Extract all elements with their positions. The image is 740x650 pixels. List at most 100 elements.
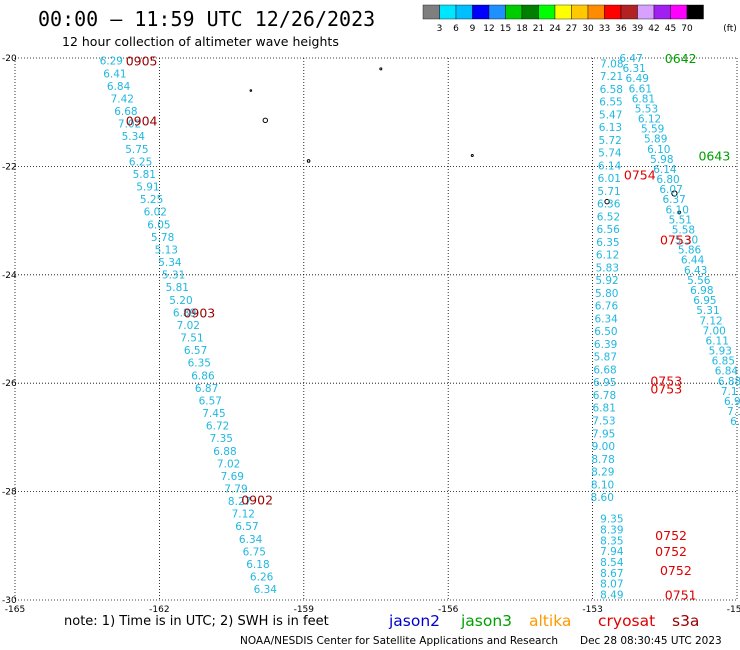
wave-height-value: 6.84 xyxy=(107,81,131,93)
wave-height-value: 6.36 xyxy=(597,199,621,211)
wave-height-value: 6.14 xyxy=(653,164,677,176)
wave-height-tracks: 6.296.416.847.426.687.025.345.756.255.81… xyxy=(100,53,740,602)
wave-height-value: 5.98 xyxy=(650,154,673,166)
wave-height-value: 6.81 xyxy=(593,403,616,415)
color-swatch xyxy=(587,4,605,20)
pass-time-label: 0904 xyxy=(126,113,158,128)
wave-height-value: 6.47 xyxy=(619,53,642,65)
wave-height-value: 7.17 xyxy=(727,406,740,418)
wave-height-value: 6.78 xyxy=(593,390,616,402)
wave-height-value: 8.10 xyxy=(591,479,614,491)
wave-height-value: 6.88 xyxy=(213,446,236,458)
wave-height-value: 6.18 xyxy=(246,559,269,571)
wave-height-value: 7.08 xyxy=(600,58,623,70)
pass-time-label: 0753 xyxy=(660,233,692,248)
wave-height-value: 5.89 xyxy=(644,134,667,146)
color-scale-label: 30 xyxy=(582,24,594,34)
wave-height-value: 6.81 xyxy=(632,93,655,105)
wave-height-value: 7.51 xyxy=(180,333,203,345)
wave-height-value: 5.83 xyxy=(596,262,619,274)
island-outline xyxy=(379,67,383,71)
pass-time-labels: 0905090409030902064206430644075407530753… xyxy=(126,51,731,603)
wave-height-value: 6.76 xyxy=(595,301,619,313)
wave-height-value: 8.54 xyxy=(600,557,624,569)
satellite-legend-cryosat: cryosat xyxy=(598,612,655,630)
wave-height-value: 6.95 xyxy=(593,377,616,389)
latitude-tick-label: -30 xyxy=(2,596,17,606)
pass-time-label: 0642 xyxy=(665,51,697,66)
wave-height-value: 6.68 xyxy=(593,364,616,376)
credit-line: NOAA/NESDIS Center for Satellite Applica… xyxy=(240,635,558,647)
wave-height-value: 6.11 xyxy=(706,335,729,347)
longitude-tick-label: -153 xyxy=(582,605,602,615)
wave-height-value: 6.98 xyxy=(690,285,713,297)
map-title: 00:00 – 11:59 UTC 12/26/2023 xyxy=(38,7,375,31)
wave-height-value: 6.61 xyxy=(629,83,652,95)
wave-height-value: 6.80 xyxy=(656,174,679,186)
wave-height-value: 8.39 xyxy=(600,525,623,537)
wave-height-value: 7.12 xyxy=(699,315,722,327)
color-scale-legend: 3 6 9 12 15 18 21 24 27 30 33 36 39 42 45 70 (ft) xyxy=(422,4,737,34)
wave-height-value: 6.41 xyxy=(103,68,126,80)
wave-height-value: 6.89 xyxy=(173,307,196,319)
wave-height-value: 6.12 xyxy=(596,250,619,262)
wave-height-value: 8.27 xyxy=(228,496,251,508)
wave-height-value: 5.51 xyxy=(669,214,692,226)
color-scale-label: 42 xyxy=(648,24,659,34)
longitude-tick-label: -162 xyxy=(149,605,169,615)
color-scale-label: 39 xyxy=(632,24,644,34)
wave-height-value: 5.81 xyxy=(133,169,156,181)
wave-height-value: 6.86 xyxy=(191,370,215,382)
wave-height-value: 5.34 xyxy=(158,257,182,269)
wave-height-value: 6.95 xyxy=(693,295,716,307)
wave-height-value: 6.10 xyxy=(666,204,689,216)
wave-height-value: 5.58 xyxy=(672,224,695,236)
wave-height-value: 6.57 xyxy=(184,345,207,357)
wave-height-value: 6.43 xyxy=(684,265,707,277)
color-swatch xyxy=(637,4,655,20)
wave-height-value: 5.74 xyxy=(598,148,622,160)
wave-height-value: 6.44 xyxy=(681,255,705,267)
wave-height-value: 5.31 xyxy=(162,270,185,282)
color-scale-label: 6 xyxy=(453,24,459,34)
wave-height-value: 6.85 xyxy=(712,356,735,368)
color-scale-label: 15 xyxy=(500,24,511,34)
color-scale-unit: (ft) xyxy=(723,24,737,34)
pass-time-label: 0752 xyxy=(655,528,687,543)
color-swatch xyxy=(620,4,638,20)
wave-height-value: 6.02 xyxy=(144,207,167,219)
color-swatch xyxy=(554,4,572,20)
wave-height-value: 8.35 xyxy=(600,535,623,547)
wave-height-value: 7.95 xyxy=(592,428,615,440)
wave-height-value: 7.53 xyxy=(592,416,615,428)
wave-height-value: 6.91 xyxy=(724,396,740,408)
color-scale-label: 18 xyxy=(516,24,528,34)
color-scale-label: 24 xyxy=(549,24,561,34)
satellite-legend: jason2 jason3 altika cryosat s3a xyxy=(388,612,699,630)
pass-time-label: 0643 xyxy=(698,149,730,164)
pass-time-label: 0751 xyxy=(665,588,697,603)
wave-height-value: 6.34 xyxy=(254,584,278,596)
wave-height-value: 6.58 xyxy=(600,84,623,96)
wave-height-value: 6.56 xyxy=(596,224,620,236)
wave-height-value: 6.57 xyxy=(235,521,258,533)
wave-height-value: 5.71 xyxy=(597,186,620,198)
wave-height-value: 6.05 xyxy=(147,219,170,231)
lat-lon-grid: -20 -22 -24 -26 -28 -30-165 -162 -159 -156 -153 -1… xyxy=(2,54,740,615)
wave-height-value: 6.57 xyxy=(199,395,222,407)
wave-height-value: 6.83 xyxy=(730,416,740,428)
wave-height-value: 5.31 xyxy=(696,305,719,317)
longitude-tick-label: -156 xyxy=(438,605,459,615)
wave-height-value: 6.87 xyxy=(195,383,218,395)
pass-time-label: 0903 xyxy=(183,306,215,321)
wave-height-value: 5.72 xyxy=(598,135,621,147)
wave-height-value: 7.02 xyxy=(177,320,200,332)
island-outlines xyxy=(249,67,682,215)
wave-height-value: 6.39 xyxy=(594,339,617,351)
longitude-tick-label: -150 xyxy=(727,605,740,615)
pass-time-label: 0753 xyxy=(650,382,682,397)
color-scale-label: 36 xyxy=(615,24,627,34)
wave-height-value: 8.07 xyxy=(600,579,623,591)
wave-height-value: 6.34 xyxy=(594,313,618,325)
